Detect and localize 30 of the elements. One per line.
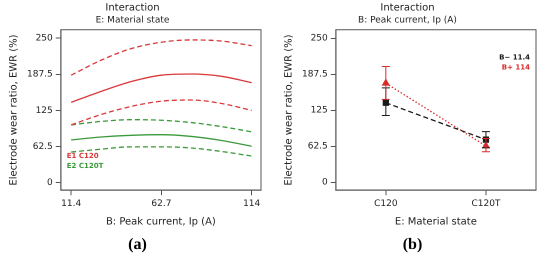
x-tick-label: 62.7	[151, 198, 172, 209]
y-axis-title: Electrode wear ratio, EWR (%)	[284, 34, 295, 186]
y-tick-label: 0	[47, 178, 54, 188]
chart-subtitle: B: Peak current, Ip (A)	[358, 16, 457, 26]
chart-title: Interaction	[380, 2, 435, 14]
y-tick-label: 187.5	[27, 70, 53, 80]
line-series	[70, 119, 252, 132]
chart-title: Interaction	[105, 2, 160, 14]
text: (a)	[127, 236, 148, 254]
line-series	[70, 39, 252, 76]
y-tick-label: 250	[310, 34, 328, 44]
y-tick-label: 62.5	[308, 142, 328, 152]
line-series	[70, 99, 252, 126]
y-tick-label: 125	[310, 106, 328, 116]
y-tick-label: 62.5	[32, 142, 53, 152]
y-axis-title: Electrode wear ratio, EWR (%)	[8, 34, 20, 186]
y-tick-label: 0	[322, 178, 328, 188]
x-tick-label: 11.4	[61, 198, 82, 209]
x-tick-label: C120T	[471, 198, 501, 209]
line-series	[70, 73, 252, 103]
x-tick-label: 114	[243, 198, 261, 209]
y-tick-label: 250	[36, 34, 54, 44]
chart-subtitle: E: Material state	[96, 16, 170, 26]
x-axis-title: E: Material state	[394, 216, 477, 228]
y-tick-label: 125	[36, 106, 53, 116]
x-tick-label: C120	[374, 198, 398, 209]
line-series	[70, 134, 252, 147]
text: (b)	[402, 236, 424, 254]
x-axis-title: B: Peak current, Ip (A)	[106, 216, 216, 228]
y-tick-label: 187.5	[302, 70, 328, 80]
